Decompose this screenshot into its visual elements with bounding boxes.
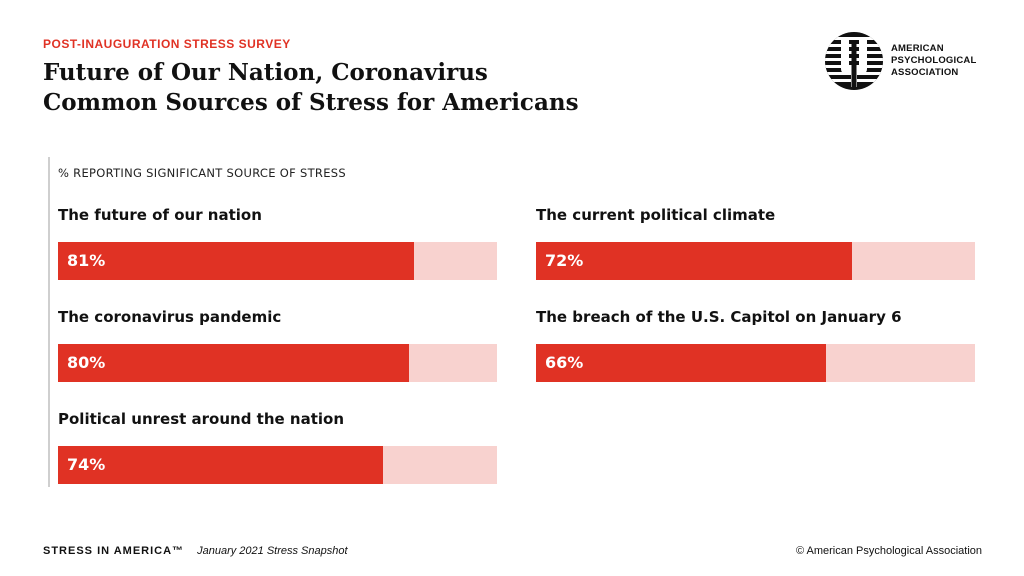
- logo-wordmark: AMERICAN PSYCHOLOGICAL ASSOCIATION: [891, 43, 976, 79]
- footer-left: STRESS IN AMERICA™ January 2021 Stress S…: [43, 545, 348, 557]
- logo-line-2: PSYCHOLOGICAL: [891, 55, 977, 66]
- bar-value-label: 66%: [545, 353, 584, 372]
- bar-label: The coronavirus pandemic: [58, 308, 282, 326]
- bar-fill: [536, 344, 826, 382]
- chart-subtitle: % REPORTING SIGNIFICANT SOURCE OF STRESS: [58, 166, 346, 180]
- bar-item: The future of our nation 81%: [58, 204, 497, 280]
- bar-value-label: 74%: [67, 455, 106, 474]
- bar-item: Political unrest around the nation 74%: [58, 408, 497, 484]
- bar-track: 66%: [536, 344, 975, 382]
- title-line-2: Common Sources of Stress for Americans: [43, 89, 579, 116]
- bar-fill: [536, 242, 852, 280]
- bar-value-label: 72%: [545, 251, 584, 270]
- bar-label: Political unrest around the nation: [58, 410, 345, 428]
- bar-track: 80%: [58, 344, 497, 382]
- logo-line-1: AMERICAN: [891, 43, 944, 54]
- bar-track: 74%: [58, 446, 497, 484]
- bar-fill: [58, 344, 409, 382]
- footer-copyright: © American Psychological Association: [795, 545, 982, 557]
- bar-label: The breach of the U.S. Capitol on Januar…: [536, 308, 902, 326]
- bar-item: The breach of the U.S. Capitol on Januar…: [536, 306, 975, 382]
- title-line-1: Future of Our Nation, Coronavirus: [43, 59, 488, 86]
- eyebrow-label: POST-INAUGURATION STRESS SURVEY: [43, 37, 291, 51]
- apa-logo: AMERICAN PSYCHOLOGICAL ASSOCIATION: [824, 31, 994, 91]
- bar-fill: [58, 446, 383, 484]
- apa-psi-logo-icon: [825, 32, 883, 90]
- bar-item: The coronavirus pandemic 80%: [58, 306, 497, 382]
- bar-track: 72%: [536, 242, 975, 280]
- bar-fill: [58, 242, 414, 280]
- bar-label: The future of our nation: [58, 206, 262, 224]
- page-title: Future of Our Nation, Coronavirus Common…: [43, 58, 743, 118]
- bar-item: The current political climate 72%: [536, 204, 975, 280]
- footer-brand: STRESS IN AMERICA™: [43, 545, 185, 557]
- bar-value-label: 80%: [67, 353, 106, 372]
- footer-subtitle: January 2021 Stress Snapshot: [197, 545, 348, 557]
- bar-label: The current political climate: [536, 206, 776, 224]
- bar-track: 81%: [58, 242, 497, 280]
- chart-frame-line: [48, 157, 50, 487]
- logo-line-3: ASSOCIATION: [891, 67, 959, 78]
- bar-value-label: 81%: [67, 251, 106, 270]
